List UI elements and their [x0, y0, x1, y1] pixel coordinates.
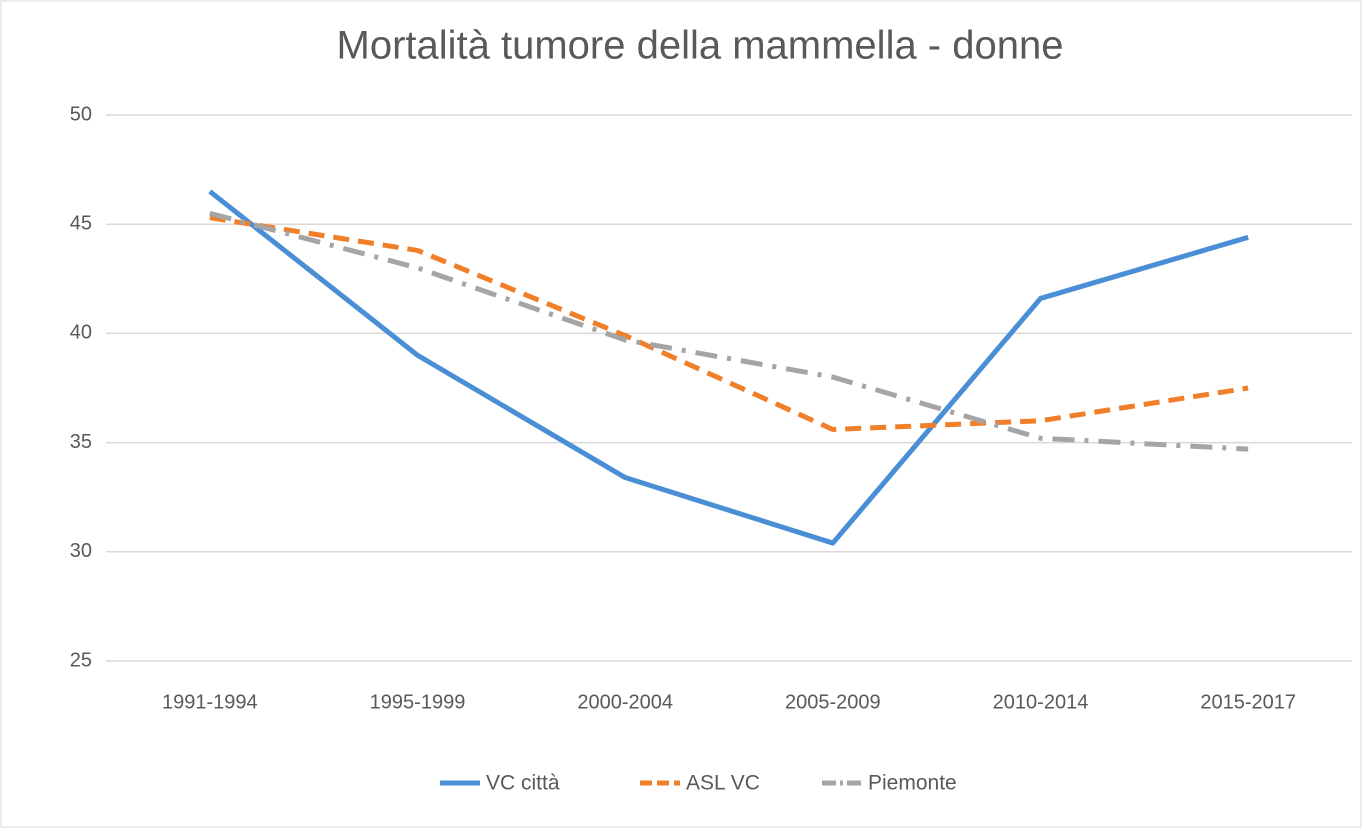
line-series	[209, 210, 1249, 452]
x-tick-label: 2000-2004	[577, 691, 673, 713]
legend-label: VC città	[486, 772, 560, 795]
x-tick-label: 2005-2009	[785, 691, 881, 713]
x-tick-label: 1991-1994	[162, 691, 258, 713]
y-tick-label: 40	[70, 322, 92, 344]
line-series	[209, 215, 1249, 432]
legend-label: ASL VC	[686, 772, 760, 795]
legend-label: Piemonte	[868, 772, 957, 795]
y-tick-label: 50	[70, 103, 92, 125]
y-tick-label: 25	[70, 649, 92, 671]
x-tick-label: 1995-1999	[370, 691, 466, 713]
y-tick-label: 35	[70, 431, 92, 453]
y-tick-label: 30	[70, 540, 92, 562]
line-series	[208, 189, 1249, 546]
y-tick-label: 45	[70, 212, 92, 234]
x-tick-label: 2010-2014	[993, 691, 1089, 713]
x-tick-label: 2015-2017	[1200, 691, 1296, 713]
chart-title: Mortalità tumore della mammella - donne	[337, 24, 1064, 68]
